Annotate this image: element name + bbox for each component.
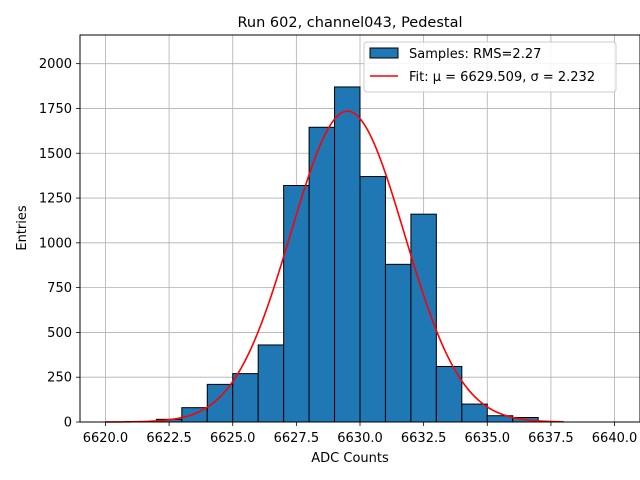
x-tick-label: 6622.5	[146, 431, 192, 446]
legend-fit-label: Fit: μ = 6629.509, σ = 2.232	[409, 70, 595, 85]
histogram-bar	[334, 86, 361, 423]
fit-curve	[105, 110, 564, 423]
y-tick-label: 750	[47, 281, 72, 296]
legend: Samples: RMS=2.27 Fit: μ = 6629.509, σ =…	[363, 41, 617, 93]
histogram-bars	[155, 86, 539, 423]
y-tick-label: 250	[47, 371, 72, 386]
x-tick-label: 6620.0	[83, 431, 129, 446]
x-tick-label: 6627.5	[274, 431, 320, 446]
x-tick-label: 6632.5	[401, 431, 447, 446]
x-tick-label: 6635.0	[465, 431, 511, 446]
x-tick-label: 6640.0	[592, 431, 638, 446]
histogram-bar	[359, 176, 386, 423]
histogram-bar	[384, 263, 412, 423]
y-tick-label: 0	[64, 416, 72, 431]
x-tick-label: 6637.5	[528, 431, 574, 446]
legend-box	[363, 41, 617, 93]
histogram-bar	[206, 383, 234, 423]
x-axis-ticks: 6620.0 6622.5 6625.0 6627.5 6630.0 6632.5 6635…	[83, 422, 638, 446]
histogram-bar	[257, 344, 285, 423]
y-axis-label: Entries	[15, 205, 30, 251]
gaussian-fit	[105, 110, 564, 423]
y-tick-label: 500	[47, 326, 72, 341]
histogram-bar	[283, 185, 310, 423]
y-tick-label: 1500	[39, 147, 72, 162]
y-tick-label: 1000	[39, 236, 72, 251]
x-tick-label: 6630.0	[337, 431, 383, 446]
y-tick-label: 2000	[39, 57, 72, 72]
histogram-bar	[410, 213, 437, 423]
legend-histogram-label: Samples: RMS=2.27	[409, 47, 541, 62]
histogram-bar	[232, 373, 259, 423]
x-axis-label: ADC Counts	[311, 451, 389, 466]
histogram-bar	[461, 403, 488, 423]
y-tick-label: 1750	[39, 102, 72, 117]
y-tick-label: 1250	[39, 192, 72, 207]
chart-title: Run 602, channel043, Pedestal	[237, 15, 462, 31]
histogram-bar	[308, 126, 336, 423]
x-tick-label: 6625.0	[210, 431, 256, 446]
legend-histogram-swatch	[369, 47, 399, 59]
y-axis-ticks: 0 250 500 750 1000 1250 1500 1750 2000	[39, 57, 80, 431]
